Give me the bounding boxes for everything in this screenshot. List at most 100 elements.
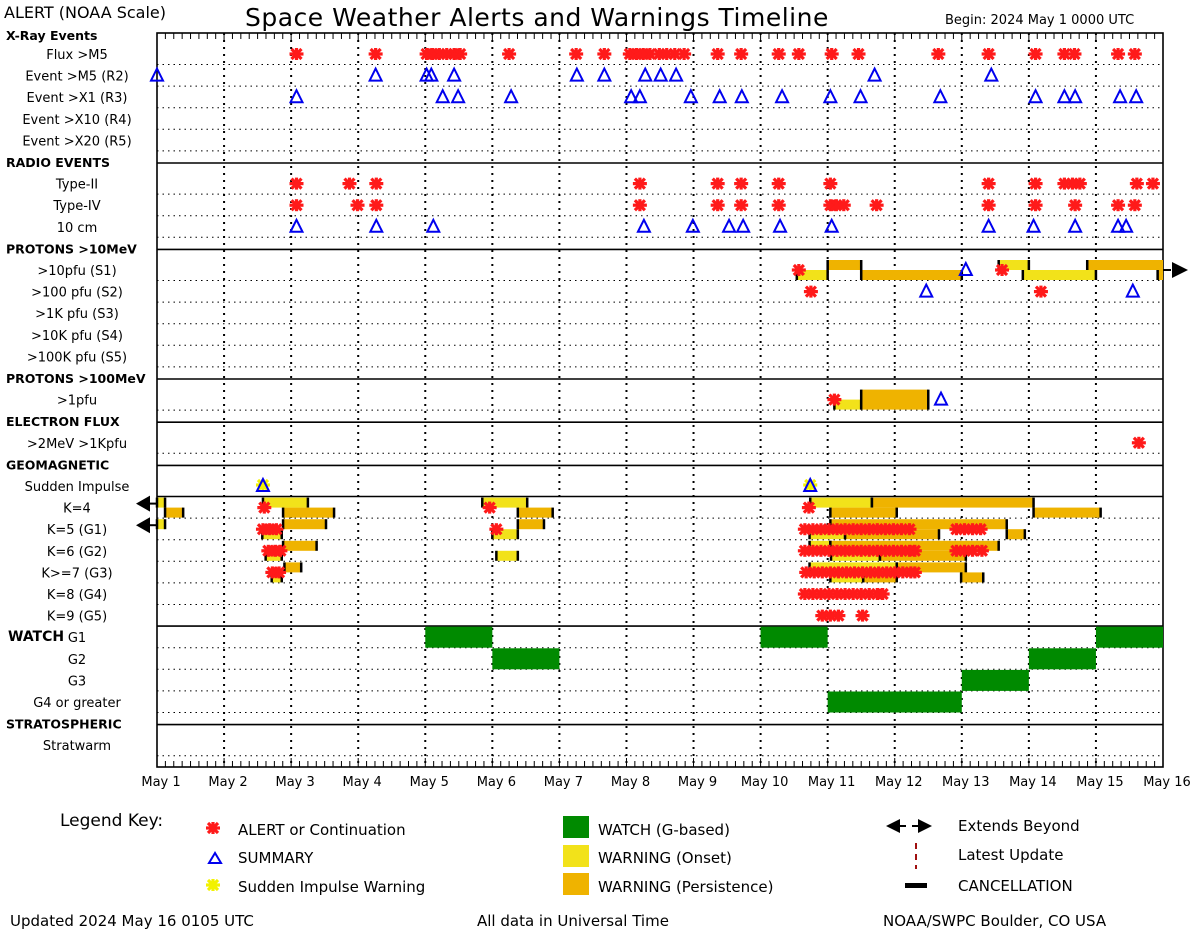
alert-marker [632, 199, 647, 212]
alert-marker [677, 47, 692, 61]
alert-marker [734, 177, 749, 190]
legend-alert: ALERT or Continuation [238, 821, 406, 839]
persistence-warning-bar [830, 507, 897, 518]
si-icon-shape [206, 878, 220, 892]
watch-swatch [563, 816, 589, 838]
persistence-warning-bar [517, 519, 544, 530]
summary-marker [288, 217, 305, 233]
summary-marker [1128, 87, 1144, 104]
persistence-warning-bar [165, 507, 184, 518]
persistence-warning-bar [861, 389, 929, 410]
section-header: GEOMAGNETIC [6, 457, 109, 472]
row-label: K=9 (G5) [47, 610, 107, 625]
legend-watch: WATCH (G-based) [598, 821, 730, 839]
persistence-warning-bar [1006, 529, 1025, 540]
alert-marker [1145, 177, 1160, 190]
watch-label: WATCH [8, 629, 64, 645]
alert-marker [273, 544, 288, 557]
alert-marker [1127, 199, 1142, 212]
row-label: Sudden Impulse [25, 480, 130, 495]
persistence-warning-bar [879, 550, 966, 561]
alert-marker [771, 177, 786, 190]
summary-marker [1112, 87, 1128, 104]
alert-marker [569, 47, 584, 61]
alert-marker [734, 47, 749, 61]
legend-title: Legend Key: [60, 811, 163, 831]
onset-warning-bar [796, 270, 828, 280]
extends-left-arrow [136, 517, 150, 534]
summary-marker [802, 476, 818, 492]
summary-marker [1025, 217, 1042, 233]
alert-marker [965, 544, 980, 557]
alert-marker [368, 47, 383, 61]
alert-marker [824, 47, 839, 61]
row-label: >1pfu [57, 394, 97, 409]
alert-marker [1072, 177, 1087, 190]
summary-marker [958, 260, 974, 276]
alert-marker [831, 609, 846, 622]
onset-warning-bar [1022, 270, 1096, 280]
summary-marker [368, 217, 384, 233]
watch-bar [961, 669, 1029, 691]
row-label: Event >X20 (R5) [22, 134, 131, 149]
watch-bar [425, 626, 493, 648]
summary-marker [933, 390, 949, 406]
persistence-warning-bar [830, 519, 1007, 530]
persistence-swatch [563, 873, 589, 895]
onset-warning-bar [998, 260, 1029, 270]
x-tick-label: May 12 [875, 775, 923, 790]
summary-marker [822, 87, 838, 104]
alert-marker [1111, 47, 1126, 61]
alert-marker [1111, 199, 1126, 212]
row-label: >100 pfu (S2) [31, 286, 123, 301]
onset-warning-bar [810, 497, 872, 508]
summary-marker [255, 476, 271, 492]
alert-marker [973, 523, 988, 536]
summary-marker [735, 217, 751, 233]
row-label: >2MeV >1Kpfu [27, 437, 127, 452]
alert-marker [801, 501, 816, 514]
summary-marker [149, 66, 165, 82]
alert-marker [289, 177, 304, 190]
alert-marker [771, 47, 786, 61]
onset-warning-bar [809, 529, 846, 540]
legend-si-warning: Sudden Impulse Warning [238, 878, 425, 896]
alert-marker [869, 199, 884, 212]
alert-marker [710, 177, 725, 190]
summary-marker [852, 87, 869, 104]
persistence-warning-bar [961, 572, 984, 583]
summary-marker [288, 87, 305, 104]
persistence-warning-bar [283, 540, 317, 551]
x-tick-label: May 7 [544, 775, 583, 790]
alert-marker [289, 47, 304, 61]
row-label: Event >M5 (R2) [25, 70, 128, 85]
plot-frame [156, 32, 1164, 768]
row-label: Flux >M5 [46, 48, 108, 63]
alert-marker [710, 47, 725, 61]
x-tick-label: May 1 [141, 775, 180, 790]
x-tick-label: May 14 [1009, 775, 1057, 790]
summary-marker [1118, 217, 1134, 233]
row-label: >10K pfu (S4) [31, 329, 123, 344]
watch-bar [1095, 626, 1163, 648]
persistence-warning-bar [284, 562, 302, 573]
alert-marker [257, 501, 272, 514]
legend-extends: Extends Beyond [958, 817, 1080, 835]
alert-marker [981, 47, 996, 61]
summary-marker [423, 66, 439, 82]
alert-marker [974, 544, 989, 557]
persistence-warning-bar [827, 260, 862, 270]
alert-marker [369, 199, 384, 212]
alert-marker [907, 544, 922, 557]
watch-bar [760, 626, 828, 648]
persistence-warning-bar [871, 497, 1034, 508]
watch-bar [492, 648, 560, 670]
summary-marker [772, 217, 788, 233]
summary-marker [685, 217, 701, 233]
row-label: K=5 (G1) [47, 523, 107, 538]
row-label: Type-II [55, 178, 98, 193]
alert-marker [502, 47, 517, 61]
row-label: K>=7 (G3) [41, 566, 112, 581]
sudden-impulse-icon [206, 878, 220, 892]
onset-warning-bar [262, 497, 308, 508]
